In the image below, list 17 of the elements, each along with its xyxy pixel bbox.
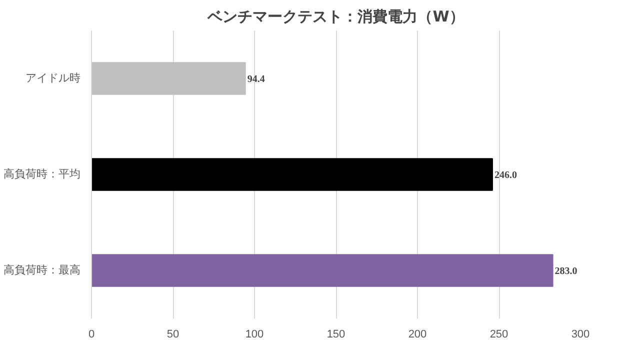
data-label: 94.4: [247, 74, 265, 85]
bar: [92, 254, 554, 287]
y-tick-label: アイドル時: [26, 72, 80, 84]
x-tick-label: 200: [408, 328, 427, 340]
bar: [92, 158, 493, 191]
x-tick-label: 50: [166, 328, 180, 340]
x-tick-label: 150: [326, 328, 346, 340]
data-label: 283.0: [554, 266, 578, 277]
bar: [92, 62, 246, 95]
y-tick-label: 高負荷時：平均: [4, 168, 80, 180]
x-tick-label: 300: [571, 328, 590, 340]
chart-title: ベンチマークテスト：消費電力（W）: [206, 8, 464, 26]
x-tick-label: 250: [490, 328, 508, 340]
x-tick-label: 0: [88, 328, 95, 340]
y-tick-label: 高負荷時：最高: [4, 264, 80, 276]
data-label: 246.0: [494, 170, 517, 181]
x-tick-label: 100: [245, 328, 264, 340]
